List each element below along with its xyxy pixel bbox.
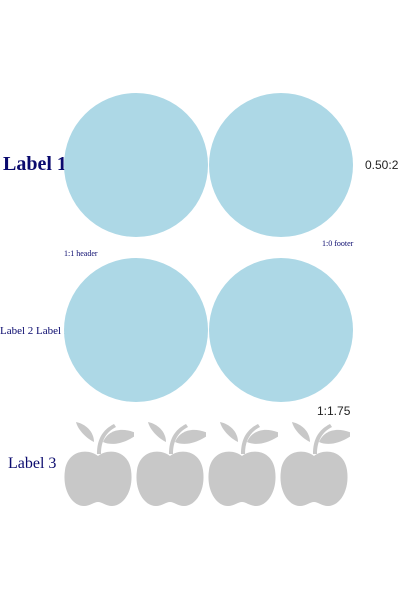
- row-1-label: Label 1: [3, 153, 67, 175]
- row-2-circle-2: [209, 258, 353, 402]
- row-2-label: Label 2 Label 2: [0, 325, 70, 337]
- row-1-circle-1: [64, 93, 208, 237]
- header-note: 1:1 header: [64, 249, 98, 258]
- row-2-ratio: 1:1.75: [317, 404, 351, 418]
- row-3-label: Label 3: [8, 455, 57, 472]
- apple-icon: [280, 422, 350, 506]
- footer-note: 1:0 footer: [322, 239, 354, 248]
- apple-icon: [208, 422, 278, 506]
- row-1-circle-2: [209, 93, 353, 237]
- apple-icon: [136, 422, 206, 506]
- apple-icon: [64, 422, 134, 506]
- row-2-circle-1: [64, 258, 208, 402]
- row-1-ratio: 0.50:2: [365, 158, 399, 172]
